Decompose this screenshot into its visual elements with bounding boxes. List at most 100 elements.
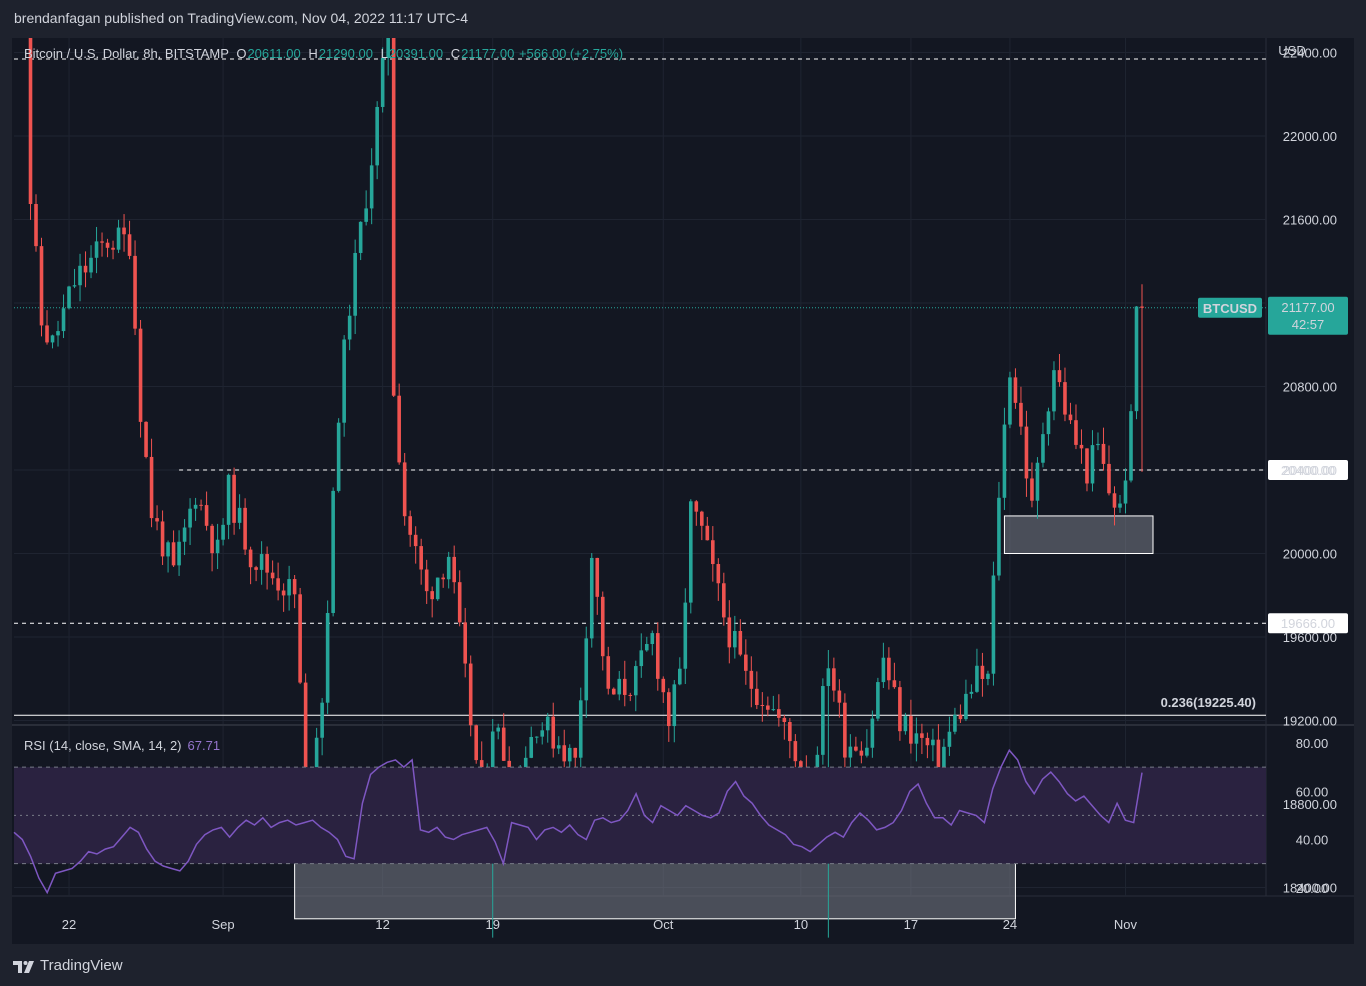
candle-body[interactable] [661,678,666,693]
candle-body[interactable] [595,557,600,597]
candle-body[interactable] [964,693,968,720]
candle-body[interactable] [144,421,148,457]
candle-body[interactable] [788,722,792,742]
candle-body[interactable] [655,633,660,679]
candle-body[interactable] [611,688,616,695]
candle-body[interactable] [166,542,170,557]
candle-body[interactable] [501,727,506,761]
candle-body[interactable] [78,265,82,286]
candle-body[interactable] [188,508,192,528]
candle-body[interactable] [1112,493,1117,508]
legend-symbol[interactable]: Bitcoin / U.S. Dollar, 8h, BITSTAMP [24,46,229,61]
candle-body[interactable] [160,521,165,557]
candle-body[interactable] [1013,377,1018,403]
candle-body[interactable] [1063,382,1067,415]
candle-body[interactable] [677,668,682,685]
candle-body[interactable] [1008,377,1012,425]
candle-body[interactable] [127,234,132,256]
candle-body[interactable] [177,541,181,566]
rsi-label[interactable]: RSI (14, close, SMA, 14, 2) [24,738,182,753]
candle-body[interactable] [292,579,297,595]
candle-body[interactable] [468,663,473,726]
candle-body[interactable] [936,739,941,775]
candle-body[interactable] [793,741,798,762]
candle-body[interactable] [1085,448,1089,484]
candle-body[interactable] [722,583,726,618]
candle-body[interactable] [766,705,770,710]
candle-body[interactable] [744,654,748,671]
candle-body[interactable] [727,617,732,648]
candle-body[interactable] [771,709,776,711]
candle-body[interactable] [380,57,385,107]
candle-body[interactable] [997,497,1001,576]
candle-body[interactable] [402,462,407,517]
candle-body[interactable] [584,638,589,701]
candle-body[interactable] [237,507,242,523]
candle-body[interactable] [876,682,880,719]
candle-body[interactable] [342,339,346,423]
candle-body[interactable] [650,633,655,645]
candle-body[interactable] [958,714,963,720]
candle-body[interactable] [859,750,864,756]
candle-body[interactable] [122,227,126,235]
candle-body[interactable] [705,525,710,541]
candle-body[interactable] [50,335,55,343]
candle-body[interactable] [232,474,236,523]
candle-body[interactable] [430,591,434,600]
candle-body[interactable] [94,241,99,258]
candle-body[interactable] [452,556,456,583]
candle-body[interactable] [622,678,627,695]
candle-body[interactable] [1035,462,1040,501]
candle-body[interactable] [953,714,957,732]
candle-body[interactable] [100,241,104,243]
candle-body[interactable] [336,422,341,491]
candle-body[interactable] [755,688,759,705]
candle-body[interactable] [969,691,974,694]
candle-body[interactable] [353,252,357,316]
candle-body[interactable] [441,577,445,580]
candle-body[interactable] [986,673,990,679]
candle-body[interactable] [391,38,396,396]
candle-body[interactable] [733,630,737,648]
candle-body[interactable] [358,221,363,253]
candle-body[interactable] [1123,480,1128,504]
candle-body[interactable] [534,736,539,738]
candle-body[interactable] [689,501,693,603]
candle-body[interactable] [529,737,534,758]
candle-body[interactable] [1030,478,1034,501]
candle-body[interactable] [556,745,561,749]
candle-body[interactable] [799,761,803,769]
candle-body[interactable] [204,505,209,526]
candle-body[interactable] [1140,306,1144,308]
candle-body[interactable] [364,208,368,222]
candle-body[interactable] [914,733,919,744]
candle-body[interactable] [628,694,633,696]
candle-body[interactable] [1019,402,1023,427]
candle-body[interactable] [991,575,996,674]
candle-body[interactable] [683,602,688,669]
candle-body[interactable] [1068,414,1073,421]
candle-body[interactable] [931,739,935,746]
candle-body[interactable] [34,204,38,247]
candle-body[interactable] [221,524,225,540]
candle-body[interactable] [435,577,440,600]
candle-body[interactable] [386,38,390,58]
candle-body[interactable] [89,257,93,273]
candle-body[interactable] [1024,426,1029,479]
candle-body[interactable] [760,704,765,706]
candle-body[interactable] [920,733,924,738]
candle-body[interactable] [265,554,269,573]
candle-body[interactable] [854,746,858,751]
candle-body[interactable] [1002,424,1007,498]
candle-body[interactable] [199,504,203,506]
candle-body[interactable] [397,395,401,463]
candle-body[interactable] [848,746,853,758]
candle-body[interactable] [243,507,247,550]
candle-body[interactable] [832,668,836,691]
candle-body[interactable] [826,668,831,687]
candle-body[interactable] [254,567,258,570]
candle-body[interactable] [881,657,886,683]
candle-body[interactable] [369,165,374,209]
candle-body[interactable] [644,644,649,651]
candle-body[interactable] [248,549,253,568]
